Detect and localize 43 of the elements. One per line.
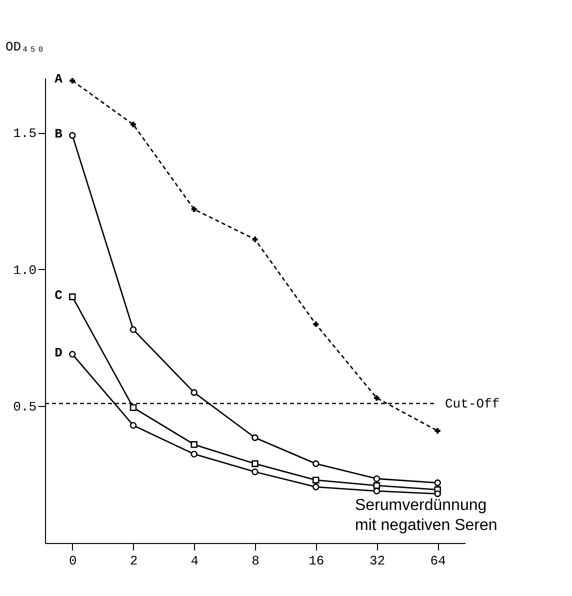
x-tick-label: 8 (252, 554, 260, 568)
x-tick-label: 2 (130, 554, 138, 568)
point (313, 321, 319, 327)
point (190, 441, 198, 448)
point (69, 350, 76, 358)
y-tick-label: 1.0 (13, 262, 36, 278)
point (190, 389, 198, 396)
point (434, 479, 441, 486)
point (312, 460, 320, 468)
x-tick-label: 16 (308, 554, 324, 568)
point (191, 206, 197, 212)
y-tick-label: 1.5 (13, 126, 36, 142)
point (373, 475, 380, 482)
series-label: C (54, 288, 63, 303)
point (373, 488, 380, 494)
point (373, 482, 380, 489)
series-label: B (54, 126, 63, 142)
point (434, 428, 440, 434)
point (130, 122, 136, 128)
point (70, 78, 76, 84)
point (130, 422, 137, 429)
point (434, 490, 441, 498)
point (252, 460, 258, 468)
point (312, 484, 320, 490)
point (252, 468, 258, 476)
x-tick-label: 4 (190, 554, 199, 568)
point (312, 476, 320, 484)
series-label: A (54, 72, 63, 87)
y-axis-title: OD₄₅₀ (6, 40, 45, 54)
x-tick-label: 64 (430, 554, 446, 568)
point (69, 293, 76, 300)
y-tick-label: 0.5 (13, 400, 36, 415)
point (130, 326, 137, 334)
point (190, 450, 198, 458)
point (69, 132, 76, 139)
point (374, 395, 380, 401)
series-label: D (54, 345, 63, 360)
x-tick-label: 32 (369, 554, 386, 568)
ref-line-label: Cut-Off (445, 396, 500, 412)
point (130, 404, 137, 411)
point (252, 434, 258, 442)
x-axis-title: Serumverdünnung mit negativen Seren (355, 497, 498, 534)
x-tick-label: 0 (68, 554, 77, 568)
